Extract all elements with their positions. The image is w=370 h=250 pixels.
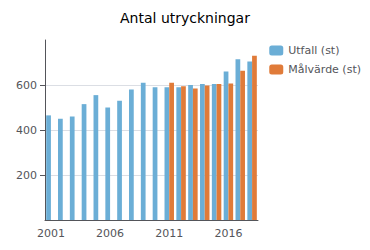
svg-text:Utfall (st): Utfall (st) — [288, 44, 339, 57]
svg-text:600: 600 — [16, 79, 37, 92]
svg-text:Målvärde (st): Målvärde (st) — [288, 63, 361, 76]
svg-text:Antal utryckningar: Antal utryckningar — [120, 10, 250, 26]
svg-text:2006: 2006 — [96, 227, 124, 240]
svg-text:200: 200 — [16, 169, 37, 182]
svg-text:2001: 2001 — [37, 227, 65, 240]
svg-text:400: 400 — [16, 124, 37, 137]
svg-text:2016: 2016 — [214, 227, 242, 240]
svg-text:2011: 2011 — [155, 227, 183, 240]
